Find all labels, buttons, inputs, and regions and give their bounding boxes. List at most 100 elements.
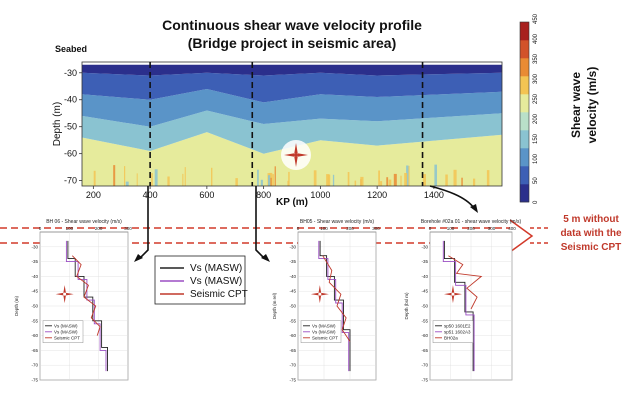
colorbar-swatch [520, 184, 529, 203]
velocity-layer-2 [82, 89, 502, 127]
velocity-streak [354, 180, 357, 186]
subplot-bh05: -30 -35 -40 -45 -50 -55 -60 -65 -70 -75 0 100 200 300… [272, 219, 380, 383]
subplot-x-tick-label: 300 [124, 226, 132, 231]
subplot-legend-label: Seismic CPT [54, 335, 80, 340]
watermark-compass [281, 140, 311, 170]
subplot-y-tick-label: -40 [289, 274, 296, 279]
main-ylabel: Depth (m) [52, 102, 63, 146]
arrow-to-borehole [429, 185, 475, 209]
colorbar-swatch [520, 130, 529, 149]
subplot-y-tick-label: -75 [289, 378, 296, 383]
colorbar-tick-label: 300 [533, 73, 539, 84]
colorbar-frame [519, 21, 530, 203]
subplot-ylabel: Depth (m) [14, 296, 19, 317]
subplot-legend-box [432, 320, 474, 343]
note-line2: data with the [560, 228, 622, 239]
colorbar-swatch [520, 40, 529, 59]
main-x-tick-label: 600 [199, 190, 214, 200]
subplot-y-tick-label: -40 [31, 274, 38, 279]
colorbar-swatch [520, 148, 529, 167]
subplot-watermark-compass [443, 285, 462, 304]
subplot-y-tick-label: -50 [289, 304, 296, 309]
velocity-layer-1 [82, 72, 502, 103]
subplot-y-tick-label: -75 [31, 378, 38, 383]
colorbar-swatch [520, 112, 529, 131]
main-x-ticks: 200 400 600 800 1000 1200 1400 [86, 186, 444, 200]
subplot-title: BH 06 - Shear wave velocity (m/s) [46, 219, 122, 225]
velocity-streak [422, 174, 426, 186]
subplot-bh06: -30 -35 -40 -45 -50 -55 -60 -65 -70 -75 0 100 200 300… [14, 219, 132, 383]
subplot-x-tick-label: 200 [467, 226, 475, 231]
main-y-tick-label: -40 [64, 95, 77, 105]
subplot-y-tick-label: -35 [421, 259, 428, 264]
main-heatmap-plot: 200 400 600 800 1000 1200 1400 -30 -40 -50 -60 -70… [52, 61, 503, 208]
colorbar-swatch [520, 22, 529, 41]
subplot-legend-label: Vs (MASW) [312, 329, 336, 334]
subplot-y-tick-label: -30 [421, 244, 428, 249]
subplot-series-line-2 [71, 255, 101, 336]
colorbar-tick-label: 400 [533, 33, 539, 44]
velocity-streak [332, 174, 335, 186]
subplot-series-line-0 [319, 240, 351, 372]
velocity-streak [93, 170, 96, 186]
velocity-streak [378, 170, 380, 186]
note-bracket [509, 219, 534, 253]
velocity-layers [82, 64, 502, 186]
velocity-streak [272, 174, 274, 186]
velocity-streak [473, 178, 476, 186]
legend-label-0: Vs (MASW) [190, 263, 242, 274]
subplot-x-tick-label: 0 [297, 226, 300, 231]
arrowhead-bh05 [261, 254, 270, 262]
main-y-tick-label: -60 [64, 149, 77, 159]
subplot-y-tick-label: -55 [289, 318, 296, 323]
subplot-y-tick-label: -50 [31, 304, 38, 309]
note-line3: Seismic CPT [561, 242, 622, 253]
velocity-streak [124, 166, 126, 186]
subplot-legend-label: Vs (MASW) [54, 323, 78, 328]
subplot-y-tick-label: -55 [421, 318, 428, 323]
colorbar-tick-label: 450 [533, 13, 539, 24]
colorbar-tick-label: 100 [533, 153, 539, 164]
subplot-y-tick-label: -30 [289, 244, 296, 249]
main-x-tick-label: 800 [256, 190, 271, 200]
velocity-streak [182, 173, 184, 186]
colorbar-tick-label: 150 [533, 133, 539, 144]
main-x-tick-label: 1200 [367, 190, 387, 200]
subplot-x-tick-label: 300 [372, 226, 380, 231]
main-title-line1: Continuous shear wave velocity profile [162, 17, 422, 33]
subplot-y-tick-label: -40 [421, 274, 428, 279]
subplot-ylabel: Depth (bsl m) [404, 292, 409, 320]
legend-label-2: Seismic CPT [190, 289, 248, 300]
subplot-borehole-02a: -30 -35 -40 -45 -50 -55 -60 -65 -70 -75 0 100 200 300… [404, 219, 521, 383]
subplot-x-tick-label: 100 [320, 226, 328, 231]
subplot-series-line-1 [65, 240, 107, 372]
colorbar-tick-label: 0 [533, 200, 539, 204]
colorbar-swatch [520, 58, 529, 77]
subplot-title: Borehole #02a 01 - shear wave velocity (… [421, 219, 522, 225]
subplot-series-line-2 [322, 255, 351, 342]
main-x-tick-label: 1400 [424, 190, 444, 200]
compass-star [55, 285, 74, 304]
subplot-y-tick-label: -75 [421, 378, 428, 383]
velocity-streak [211, 167, 213, 186]
velocity-streak [486, 170, 490, 186]
velocity-streaks [93, 164, 490, 186]
velocity-streak [287, 180, 289, 186]
subplot-y-tick-label: -70 [421, 363, 428, 368]
arrow-heads [134, 204, 478, 262]
central-legend: Vs (MASW) Vs (MASW) Seismic CPT [154, 255, 248, 305]
velocity-streak [461, 177, 463, 186]
subplot-y-tick-label: -65 [289, 348, 296, 353]
arrow-to-bh06 [139, 186, 149, 259]
colorbar-tick-label: 200 [533, 113, 539, 124]
subplot-x-tick-label: 100 [447, 226, 455, 231]
velocity-streak [136, 173, 138, 186]
main-y-ticks: -30 -40 -50 -60 -70 [64, 68, 82, 186]
subplot-x-tick-label: 200 [95, 226, 103, 231]
subplot-series-line-0 [443, 240, 474, 372]
velocity-streak [406, 165, 409, 186]
velocity-streak [393, 173, 397, 186]
velocity-streak [380, 181, 383, 186]
velocity-layer-0 [82, 64, 502, 76]
velocity-streak [125, 181, 129, 186]
